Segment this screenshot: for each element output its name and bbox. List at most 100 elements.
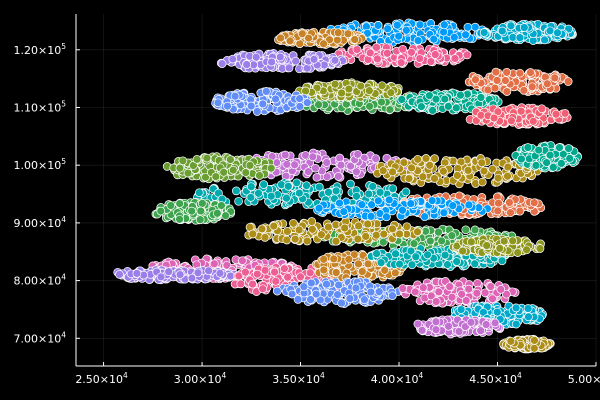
data-point <box>156 206 166 216</box>
data-point <box>464 200 474 210</box>
x-tick-mantissa: 3.00×10 <box>174 373 222 386</box>
data-point <box>292 178 302 188</box>
data-point <box>368 182 378 191</box>
data-point <box>429 34 439 44</box>
data-point <box>215 268 225 278</box>
data-point <box>371 154 381 163</box>
data-point <box>166 201 176 210</box>
data-point <box>470 259 480 269</box>
data-point <box>319 265 329 275</box>
data-point <box>545 150 555 160</box>
data-point <box>506 336 516 346</box>
data-point <box>333 290 342 299</box>
x-tick-label: 4.50×104 <box>469 371 522 386</box>
data-point <box>542 79 552 89</box>
data-point <box>451 103 461 113</box>
data-point <box>511 303 521 313</box>
data-point <box>322 172 332 182</box>
data-point <box>360 295 369 305</box>
data-point <box>439 27 448 37</box>
data-point <box>304 167 313 176</box>
data-point <box>486 282 496 291</box>
data-point <box>357 200 367 210</box>
data-point <box>519 86 529 95</box>
data-point <box>464 284 474 294</box>
y-tick-exponent: 5 <box>61 42 66 51</box>
data-point <box>221 211 230 221</box>
data-point <box>437 236 447 246</box>
data-point <box>418 172 428 182</box>
data-point <box>261 87 271 96</box>
data-point <box>425 236 435 246</box>
data-point <box>290 234 300 244</box>
data-point <box>488 164 497 174</box>
data-point <box>195 215 205 225</box>
data-point <box>411 252 421 262</box>
data-point <box>447 231 457 241</box>
data-point <box>401 187 411 197</box>
data-point <box>477 158 487 168</box>
data-point <box>276 33 285 43</box>
data-point <box>311 289 321 299</box>
data-point <box>378 166 388 176</box>
data-point <box>516 106 526 116</box>
data-point <box>462 50 472 60</box>
data-point <box>202 153 212 163</box>
x-tick-label: 3.50×104 <box>272 371 325 386</box>
data-point <box>499 236 509 246</box>
x-tick-label: 5.00×104 <box>568 371 600 386</box>
data-point <box>305 268 315 278</box>
data-point <box>241 267 250 277</box>
data-point <box>175 270 185 279</box>
data-point <box>507 116 516 126</box>
y-tick-exponent: 4 <box>61 215 66 224</box>
data-point <box>193 268 203 278</box>
data-point <box>204 266 213 276</box>
data-point <box>354 221 363 231</box>
data-point <box>255 171 264 180</box>
data-point <box>322 279 331 289</box>
data-point <box>308 152 318 162</box>
data-point <box>398 44 408 54</box>
y-tick-mantissa: 7.00×10 <box>14 332 62 345</box>
data-point <box>443 260 452 269</box>
data-point <box>252 107 262 116</box>
data-point <box>395 259 404 269</box>
data-point <box>378 237 388 247</box>
data-point <box>490 318 500 328</box>
data-point <box>431 325 441 335</box>
data-point <box>395 229 404 239</box>
data-point <box>421 154 431 163</box>
data-point <box>344 84 354 94</box>
data-point <box>394 31 404 41</box>
data-point <box>545 26 555 36</box>
data-point <box>466 237 476 247</box>
data-point <box>501 76 510 85</box>
data-point <box>548 162 558 172</box>
data-point <box>461 225 471 235</box>
data-point <box>353 234 363 244</box>
data-point <box>217 201 226 210</box>
data-point <box>502 67 512 77</box>
data-point <box>275 52 285 62</box>
data-point <box>458 246 468 256</box>
data-point <box>506 208 515 218</box>
data-point <box>283 272 293 282</box>
data-point <box>526 68 535 77</box>
data-point <box>252 269 262 279</box>
data-point <box>324 222 333 232</box>
data-point <box>390 268 400 278</box>
data-point <box>413 227 422 237</box>
data-point <box>563 77 573 86</box>
data-point <box>431 297 441 306</box>
data-point <box>410 287 420 297</box>
data-point <box>456 90 465 100</box>
data-point <box>307 217 317 226</box>
data-point <box>471 75 480 85</box>
data-point <box>430 174 439 183</box>
data-point <box>382 48 392 58</box>
data-point <box>565 154 575 163</box>
data-point <box>319 254 329 264</box>
data-point <box>331 268 341 277</box>
data-point <box>379 229 389 239</box>
